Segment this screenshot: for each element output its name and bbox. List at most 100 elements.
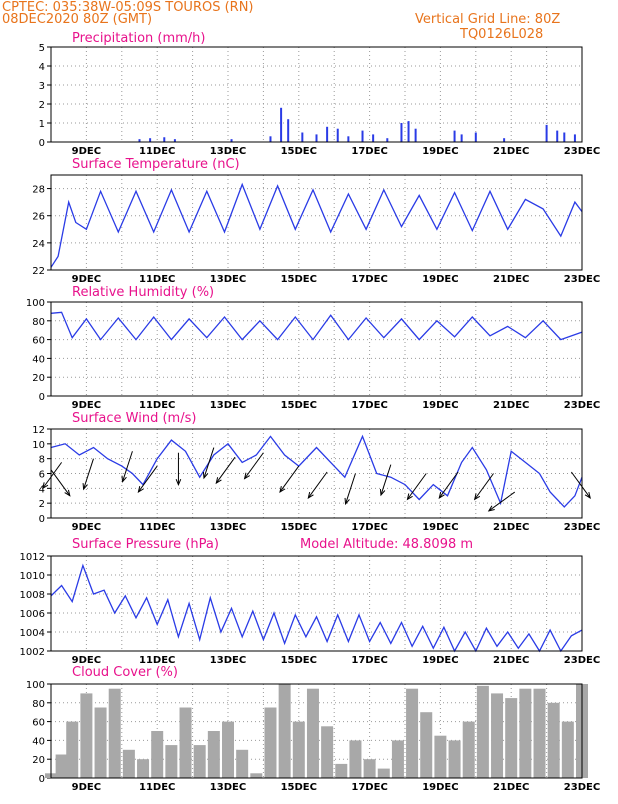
x-tick-label: 11DEC [139, 655, 175, 666]
x-tick-label: 13DEC [210, 782, 246, 793]
precip-bar [269, 136, 272, 142]
x-tick-label: 17DEC [351, 522, 387, 533]
y-tick-label: 100 [26, 680, 45, 691]
wind-arrow-shaft [215, 456, 236, 484]
wind-arrow-head [344, 497, 350, 506]
wind-arrow-shaft [345, 473, 356, 505]
x-tick-label: 15DEC [281, 655, 317, 666]
cloud-bar [547, 702, 560, 778]
precip-bar [287, 119, 290, 142]
panel-6: 0 20 40 60 80 100 9DEC 11DEC 13DEC 15DEC 17DEC 19DE… [26, 665, 600, 793]
precip-bar [326, 126, 329, 142]
precip-bar [138, 139, 141, 142]
x-tick-label: 11DEC [139, 782, 175, 793]
panel-frame [50, 301, 583, 397]
wind-arrow-head [175, 479, 182, 487]
y-tick-label: 6 [39, 470, 45, 481]
x-tick-label: 23DEC [564, 274, 600, 285]
cloud-bar [391, 740, 404, 778]
x-tick-label: 19DEC [422, 400, 458, 411]
wind-arrow-shaft [203, 447, 215, 479]
x-tick-label: 19DEC [422, 146, 458, 157]
x-tick-label: 15DEC [281, 782, 317, 793]
y-tick-label: 1012 [20, 552, 45, 563]
wind-arrow-head [279, 486, 286, 494]
panel-title: Surface Wind (m/s) [72, 411, 196, 426]
x-tick-label: 11DEC [139, 400, 175, 411]
panel-title: Precipitation (mm/h) [72, 31, 205, 46]
wind-arrow-head [42, 482, 49, 490]
wind-arrow-shaft [474, 473, 494, 500]
y-tick-label: 0 [39, 138, 45, 149]
y-tick-label: 1002 [20, 647, 45, 658]
precip-bar [230, 139, 233, 142]
y-tick-label: 1008 [20, 590, 45, 601]
cloud-bar [561, 721, 574, 778]
x-tick-label: 15DEC [281, 522, 317, 533]
x-tick-label: 17DEC [351, 655, 387, 666]
x-tick-label: 19DEC [422, 274, 458, 285]
panel-title: Surface Temperature (nC) [72, 157, 240, 172]
precip-bar [361, 130, 364, 142]
x-tick-label: 21DEC [493, 655, 529, 666]
x-tick-label: 21DEC [493, 782, 529, 793]
wind-arrow-shaft [122, 451, 133, 482]
precip-bar [545, 124, 548, 142]
cloud-bar [179, 707, 192, 778]
panel-title: Relative Humidity (%) [72, 285, 214, 300]
wind-arrow-head [82, 483, 88, 491]
precip-bar [573, 134, 576, 142]
y-tick-label: 10 [32, 440, 45, 451]
precip-bar [400, 123, 403, 142]
cloud-bar [306, 688, 319, 778]
x-tick-label: 15DEC [281, 146, 317, 157]
y-tick-label: 40 [32, 736, 45, 747]
cloud-bar [250, 773, 263, 778]
wind-arrow-shaft [407, 473, 427, 500]
y-tick-label: 20 [32, 755, 45, 766]
y-tick-label: 1006 [20, 609, 45, 620]
cloud-bar [278, 684, 291, 778]
series-line [50, 182, 583, 268]
precip-bar [407, 121, 410, 142]
panel-frame [50, 683, 583, 779]
cloud-bar [448, 740, 461, 778]
precip-bar [280, 107, 283, 142]
x-tick-label: 15DEC [281, 400, 317, 411]
wind-arrow-head [215, 477, 222, 485]
model-altitude-annotation: Model Altitude: 48.8098 m [300, 537, 473, 552]
x-tick-label: 19DEC [422, 782, 458, 793]
x-tick-label: 23DEC [564, 146, 600, 157]
wind-arrow-shaft [50, 469, 71, 496]
series-line [50, 434, 583, 508]
wind-arrow-head [121, 475, 127, 483]
panel-title: Surface Pressure (hPa) [72, 537, 219, 552]
wind-arrow-shaft [244, 452, 264, 479]
y-tick-label: 1 [39, 119, 45, 130]
y-tick-label: 60 [32, 336, 45, 347]
cloud-bar [505, 698, 518, 778]
cloud-bar [236, 749, 249, 778]
precip-bar [503, 138, 506, 142]
panel-1: 0 1 2 3 4 5 9DEC 11DEC 13DEC 15DEC 17DEC 19DEC 21DEC… [39, 31, 601, 157]
cloud-bar [406, 688, 419, 778]
cloud-bar [94, 707, 107, 778]
x-tick-label: 11DEC [139, 274, 175, 285]
cloud-bar [476, 685, 489, 778]
panel-frame [50, 46, 583, 143]
series-line [50, 311, 583, 341]
y-tick-label: 80 [32, 317, 45, 328]
cloud-bar [349, 740, 362, 778]
cloud-bar [222, 721, 234, 778]
panel-frame [50, 174, 583, 271]
x-tick-label: 21DEC [493, 522, 529, 533]
cloud-bar [321, 726, 334, 778]
precip-bar [453, 130, 456, 142]
y-tick-label: 28 [32, 185, 45, 196]
wind-arrow-head [307, 491, 314, 499]
y-tick-label: 3 [39, 81, 45, 92]
precip-bar [336, 128, 339, 142]
cloud-bar [207, 731, 220, 778]
